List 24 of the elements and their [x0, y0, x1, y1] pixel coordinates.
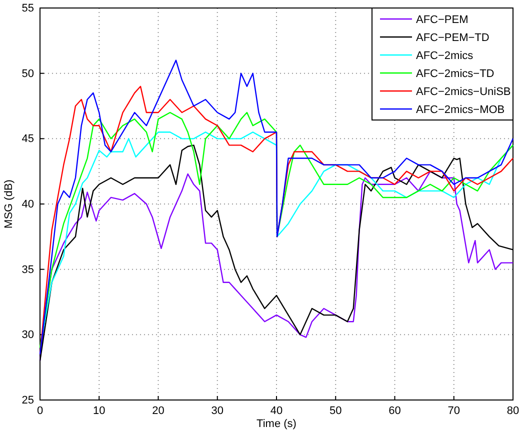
y-tick-label: 50 [22, 68, 34, 80]
x-tick-label: 80 [506, 404, 520, 417]
y-tick-label: 40 [22, 198, 34, 211]
legend-label: AFC−2mics−UniSB [416, 86, 511, 98]
y-axis-title: MSG (dB) [3, 180, 15, 228]
x-tick-label: 40 [270, 404, 283, 417]
x-tick-label: 20 [152, 404, 164, 417]
y-tick-label: 55 [22, 2, 34, 15]
legend-label: AFC−2mics [416, 50, 474, 62]
y-tick-label: 30 [22, 329, 34, 342]
y-tick-label: 25 [22, 394, 34, 407]
y-tick-label: 35 [22, 264, 34, 276]
x-tick-label: 0 [36, 404, 44, 417]
x-tick-label: 30 [211, 404, 224, 417]
x-tick-label: 70 [448, 404, 460, 417]
legend-label: AFC−PEM−TD [416, 32, 490, 44]
x-tick-label: 50 [330, 404, 342, 417]
legend-label: AFC−2mics−TD [416, 68, 494, 80]
x-tick-label: 10 [93, 404, 106, 417]
y-tick-label: 45 [22, 133, 34, 146]
legend-label: AFC−2mics−MOB [416, 104, 505, 116]
x-tick-label: 60 [388, 404, 401, 417]
x-axis-title: Time (s) [256, 418, 296, 430]
legend-label: AFC−PEM [416, 14, 468, 26]
